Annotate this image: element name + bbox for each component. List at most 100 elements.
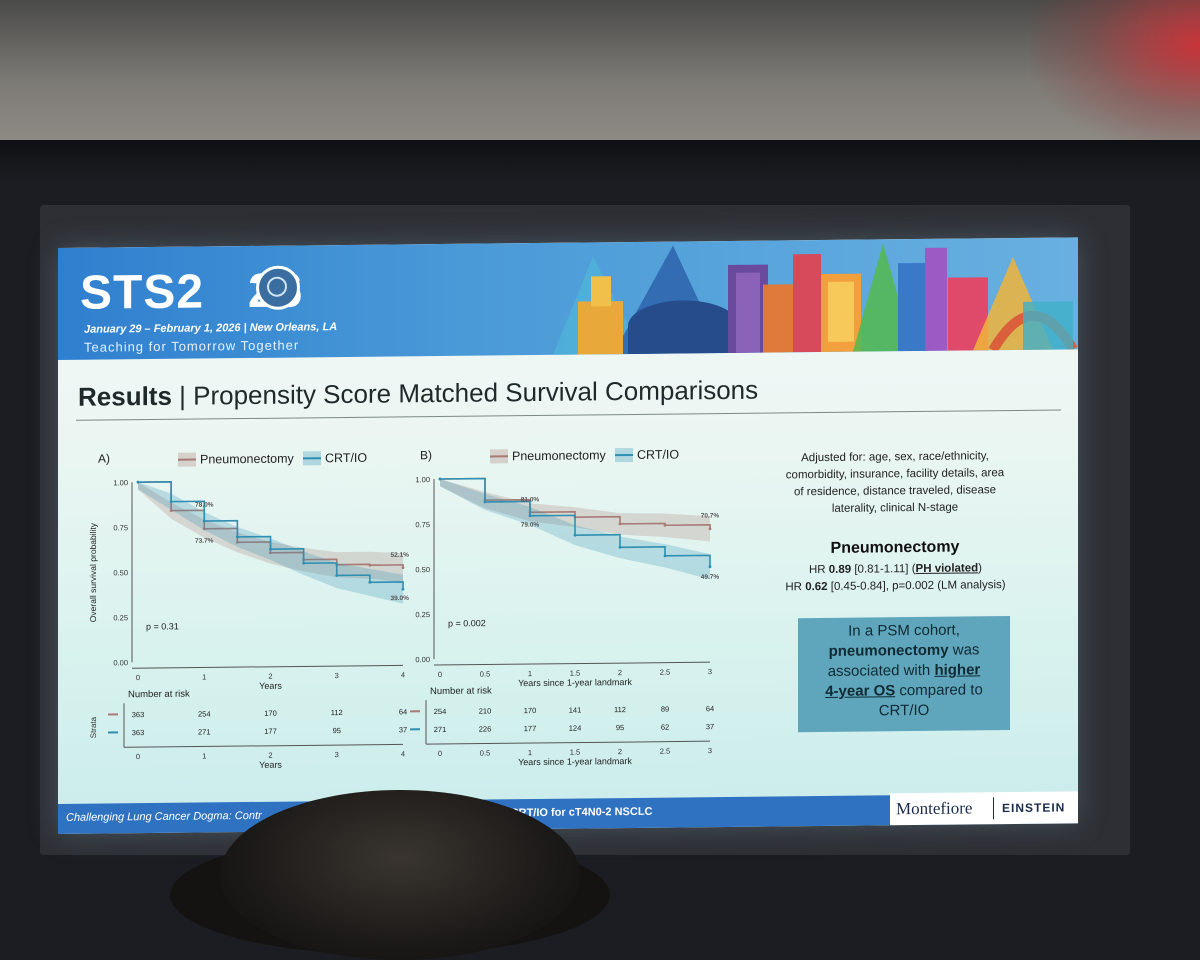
institution-logos: Montefiore EINSTEIN (890, 791, 1078, 825)
survival-annotation: 39.0% (390, 595, 409, 602)
conference-banner: STS226 January 29 – February 1, 2026 | N… (58, 237, 1078, 360)
risk-count: 89 (661, 705, 669, 714)
conclusion-callout: In a PSM cohort, pneumonectomy was assoc… (798, 616, 1010, 732)
risk-count: 112 (614, 705, 626, 714)
risk-x-tick: 2.5 (660, 747, 670, 756)
legend-label: CRT/IO (325, 451, 367, 465)
hr2-prefix: HR (785, 581, 805, 593)
risk-count: 112 (331, 708, 343, 717)
risk-count: 170 (524, 706, 537, 715)
risk-count: 64 (706, 704, 714, 713)
risk-count: 254 (198, 709, 211, 718)
risk-x-tick: 2 (618, 747, 622, 756)
risk-count: 271 (198, 727, 211, 736)
y-tick-label: 0.75 (113, 523, 128, 532)
y-tick-label: 0.00 (113, 658, 128, 667)
x-axis (434, 662, 710, 665)
risk-x-tick: 1 (528, 748, 532, 757)
hazard-ratio-line-2: HR 0.62 [0.45-0.84], p=0.002 (LM analysi… (758, 579, 1033, 594)
x-tick-label: 2.5 (660, 668, 670, 677)
y-tick-label: 0.50 (113, 568, 128, 577)
survival-annotation: 70.7% (701, 512, 720, 519)
footer-text-left: Challenging Lung Cancer Dogma: Contr (66, 810, 262, 824)
callout-line-2: pneumonectomy (829, 642, 949, 660)
risk-x-tick: 3 (335, 750, 339, 759)
x-tick-label: 0 (438, 670, 442, 679)
hr1-end: ) (978, 562, 982, 574)
risk-count: 177 (524, 724, 537, 733)
x-tick-label: 4 (401, 670, 405, 679)
x-tick-label: 1.5 (570, 669, 580, 678)
risk-count: 95 (333, 726, 341, 735)
montefiore-logo: Montefiore (896, 798, 972, 819)
risk-count: 124 (569, 724, 582, 733)
risk-count: 177 (264, 727, 277, 736)
callout-line-8: CRT/IO (798, 700, 1010, 722)
einstein-logo: EINSTEIN (1002, 800, 1065, 815)
x-tick-label: 1 (202, 672, 206, 681)
seal-icon (256, 265, 300, 309)
survival-annotation: 79.0% (521, 522, 540, 529)
conference-dates: January 29 – February 1, 2026 | New Orle… (84, 321, 337, 336)
callout-line-7: compared to (895, 681, 983, 699)
risk-x-axis (124, 744, 403, 747)
x-tick-label: 0.5 (480, 669, 490, 678)
y-tick-label: 1.00 (415, 475, 430, 484)
y-tick-label: 0.75 (415, 520, 430, 529)
p-value: p = 0.002 (448, 618, 486, 628)
panel-label: B) (420, 448, 432, 462)
risk-x-tick: 4 (401, 749, 405, 758)
risk-count: 226 (479, 724, 492, 733)
risk-x-tick: 0 (136, 752, 140, 761)
slide-title-bold: Results (78, 381, 172, 412)
legend-label: Pneumonectomy (512, 448, 607, 463)
risk-x-axis (426, 741, 710, 744)
red-light (1030, 0, 1200, 150)
hr2-rest: [0.45-0.84], p=0.002 (LM analysis) (828, 579, 1006, 593)
survival-annotation: 52.1% (390, 552, 409, 559)
risk-count: 363 (132, 710, 145, 719)
adjustment-note: Adjusted for: age, sex, race/ethnicity, … (780, 448, 1010, 518)
slide: STS226 January 29 – February 1, 2026 | N… (58, 237, 1078, 834)
survival-annotation: 81.0% (521, 496, 540, 503)
x-axis (132, 665, 403, 668)
legend-label: CRT/IO (637, 447, 679, 461)
risk-table-title: Number at risk (430, 685, 492, 697)
logo-divider (993, 797, 994, 819)
risk-table-title: Number at risk (128, 689, 190, 701)
callout-line-3: was (949, 641, 980, 658)
risk-x-tick: 0 (438, 749, 442, 758)
wall-shadow (0, 140, 1200, 180)
conference-tagline: Teaching for Tomorrow Together (84, 337, 299, 354)
risk-x-tick: 0.5 (480, 748, 490, 757)
x-tick-label: 3 (708, 667, 712, 676)
city-skyline-illustration (553, 241, 1078, 354)
risk-count: 210 (479, 706, 492, 715)
pneumonectomy-heading: Pneumonectomy (780, 538, 1010, 558)
y-tick-label: 0.00 (415, 655, 430, 664)
risk-count: 254 (434, 707, 447, 716)
hr1-ci: [0.81-1.11] ( (851, 563, 915, 576)
risk-x-tick: 1 (202, 751, 206, 760)
x-axis-title: Years since 1-year landmark (518, 677, 632, 688)
survival-annotation: 49.7% (701, 574, 720, 581)
hr1-note: PH violated (916, 562, 979, 575)
risk-x-title: Years since 1-year landmark (518, 756, 632, 767)
risk-count: 141 (569, 706, 582, 715)
audience-head (220, 790, 580, 960)
x-tick-label: 3 (335, 671, 339, 680)
x-tick-label: 2 (268, 672, 272, 681)
callout-line-6: 4-year OS (825, 682, 895, 700)
y-tick-label: 0.50 (415, 565, 430, 574)
survival-annotation: 78.0% (195, 502, 214, 509)
callout-line-1: In a PSM cohort, (798, 620, 1010, 642)
risk-x-tick: 2 (268, 751, 272, 760)
risk-count: 62 (661, 723, 669, 732)
y-tick-label: 1.00 (113, 478, 128, 487)
p-value: p = 0.31 (146, 621, 179, 631)
x-tick-label: 1 (528, 669, 532, 678)
risk-count: 37 (706, 722, 714, 731)
